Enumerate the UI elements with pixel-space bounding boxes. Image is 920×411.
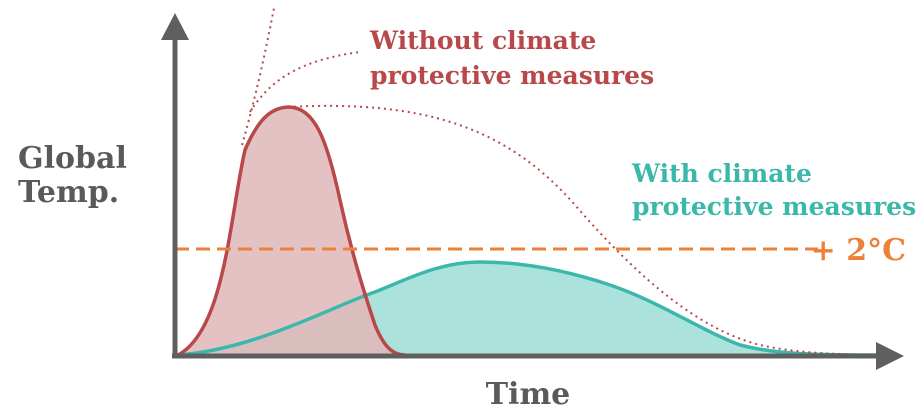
without-measures-area	[178, 107, 405, 355]
x-axis-label: Time	[486, 377, 571, 411]
y-axis-label-line2: Temp.	[18, 175, 119, 210]
without-measures-label-line1: Without climate	[369, 26, 596, 55]
threshold-label: + 2°C	[811, 233, 906, 268]
with-measures-label-line2: protective measures	[632, 192, 916, 221]
with-measures-curve	[177, 260, 881, 357]
y-axis-label-line1: Global	[18, 141, 127, 176]
without-measures-curve	[177, 105, 406, 357]
projection-mid-dotted-line	[249, 51, 361, 113]
with-measures-label-line1: With climate	[631, 159, 812, 188]
without-measures-label-line2: protective measures	[370, 61, 654, 90]
x-axis-arrow-icon	[876, 342, 904, 370]
y-axis-arrow-icon	[161, 13, 189, 40]
